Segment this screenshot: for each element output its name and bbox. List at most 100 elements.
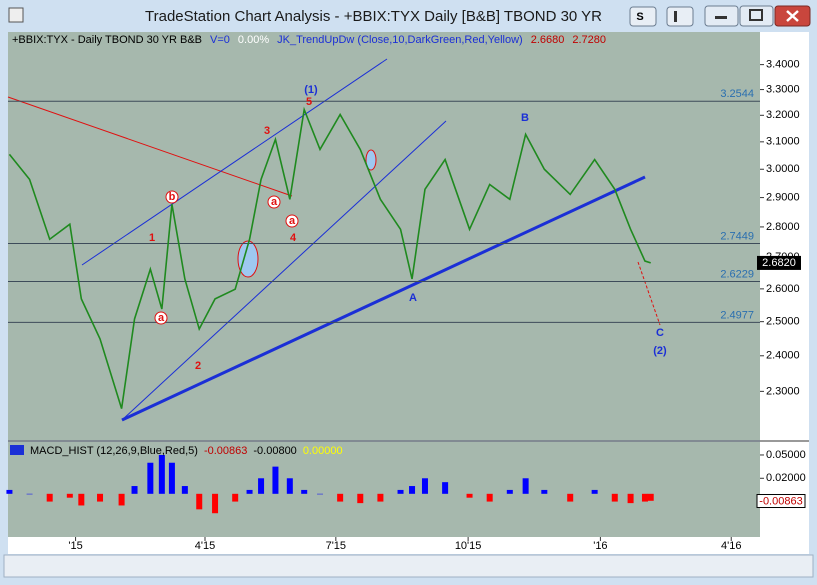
histogram-bar (78, 493, 85, 506)
symbol-button[interactable] (629, 6, 657, 27)
histogram-bar (66, 493, 73, 498)
histogram-bar (466, 493, 473, 498)
y-tick-label: 3.3000 (766, 83, 800, 95)
histogram-bar (591, 489, 598, 494)
level-label: 2.7449 (720, 230, 754, 242)
wave-label: C (656, 327, 664, 339)
histogram-bar (158, 454, 165, 494)
header-text: -0.00800 (253, 445, 296, 457)
trend-line (121, 175, 646, 422)
wave-label: A (409, 292, 417, 304)
maximize-icon (749, 9, 763, 21)
x-tick-label: 7'15 (326, 540, 346, 552)
histogram-bar (258, 478, 265, 494)
histogram-bar (641, 493, 648, 502)
wave-label: 3 (264, 125, 270, 137)
histogram-bar (246, 489, 253, 494)
projection-line (637, 261, 661, 326)
header-text: +BBIX:TYX - Daily TBOND 30 YR B&B (12, 34, 202, 46)
y-tick-label: 0.02000 (766, 472, 806, 484)
window-title: TradeStation Chart Analysis - +BBIX:TYX … (145, 8, 602, 25)
y-tick-label: 3.1000 (766, 136, 800, 148)
histogram-bar (26, 493, 33, 495)
histogram-bar (421, 478, 428, 494)
symbol-button-label[interactable]: S (636, 11, 643, 23)
wave-label: (1) (304, 84, 318, 96)
last-price-box (757, 255, 801, 270)
wave-marker (267, 195, 281, 209)
histogram-bar (181, 486, 188, 494)
y-tick-label: 2.3000 (766, 385, 800, 397)
x-tick-label: 10'15 (455, 540, 482, 552)
x-tick-label: '15 (68, 540, 82, 552)
header-text: MACD_HIST (12,26,9,Blue,Red,5) (30, 445, 198, 457)
level-label: 2.4977 (720, 309, 754, 321)
histogram-bar (647, 493, 654, 501)
value-axis-panel (760, 32, 809, 537)
header-text: 0.00% (238, 34, 269, 46)
y-tick-label: 0.05000 (766, 449, 806, 461)
histogram-bar (357, 493, 364, 504)
header-text: -0.00863 (204, 445, 247, 457)
wave-label: b (169, 191, 176, 203)
header-text: 2.7280 (572, 34, 606, 46)
histogram-bar (409, 486, 416, 494)
wave-marker (285, 214, 299, 228)
y-tick-label: 2.9000 (766, 191, 800, 203)
trend-line (7, 96, 293, 197)
wave-label: 4 (290, 232, 297, 244)
header-text: 0.00000 (303, 445, 343, 457)
histogram-bar (486, 493, 493, 502)
histogram-bar (212, 493, 219, 514)
maximize-button[interactable] (739, 5, 774, 27)
wave-label: a (158, 312, 165, 324)
histogram-bar (627, 493, 634, 504)
price-panel (8, 32, 760, 440)
y-tick-label: 2.8000 (766, 221, 800, 233)
histogram-bar (611, 493, 618, 502)
wave-label: 2 (195, 360, 201, 372)
trend-line (81, 58, 388, 266)
wave-label: 1 (149, 232, 155, 244)
last-value-box (756, 494, 806, 509)
histogram-bar (118, 493, 125, 506)
histogram-bar (442, 482, 449, 494)
trend-lines (7, 58, 661, 422)
app-icon (8, 7, 24, 23)
histogram-bar (506, 489, 513, 494)
histogram-bar (567, 493, 574, 502)
wave-label: a (289, 215, 296, 227)
header-text: JK_TrendUpDw (Close,10,DarkGreen,Red,Yel… (277, 34, 523, 46)
date-axis-panel (8, 537, 809, 554)
last-price-label: 2.6820 (762, 257, 796, 269)
histogram-bar (301, 489, 308, 494)
status-bar (3, 554, 814, 578)
histogram-bar (196, 493, 203, 510)
wave-label: (2) (653, 345, 667, 357)
header-text: 2.6680 (531, 34, 565, 46)
wave-label: B (521, 112, 529, 124)
settings-button[interactable] (666, 6, 694, 27)
wave-marker (154, 311, 168, 325)
histogram-bar (522, 478, 529, 494)
header-text: V=0 (210, 34, 230, 46)
histogram-bar (46, 493, 53, 502)
wave-label: 5 (306, 96, 312, 108)
y-tick-label: 3.4000 (766, 59, 800, 71)
wave-label: a (271, 196, 278, 208)
plot: 2.30002.40002.50002.60002.70002.80002.90… (6, 34, 806, 552)
y-tick-label: 2.4000 (766, 350, 800, 362)
last-value-label: -0.00863 (759, 495, 802, 507)
title-swatch (10, 445, 24, 455)
histogram-bar (377, 493, 384, 502)
histogram-bar (147, 462, 154, 494)
price-line (8, 106, 651, 409)
level-label: 2.6229 (720, 268, 754, 280)
close-icon (786, 10, 799, 22)
highlight-ellipse (365, 149, 377, 171)
y-tick-label: 2.6000 (766, 283, 800, 295)
wave-marker (165, 190, 179, 204)
histogram-bar (6, 489, 13, 494)
histogram-bar (97, 493, 104, 502)
